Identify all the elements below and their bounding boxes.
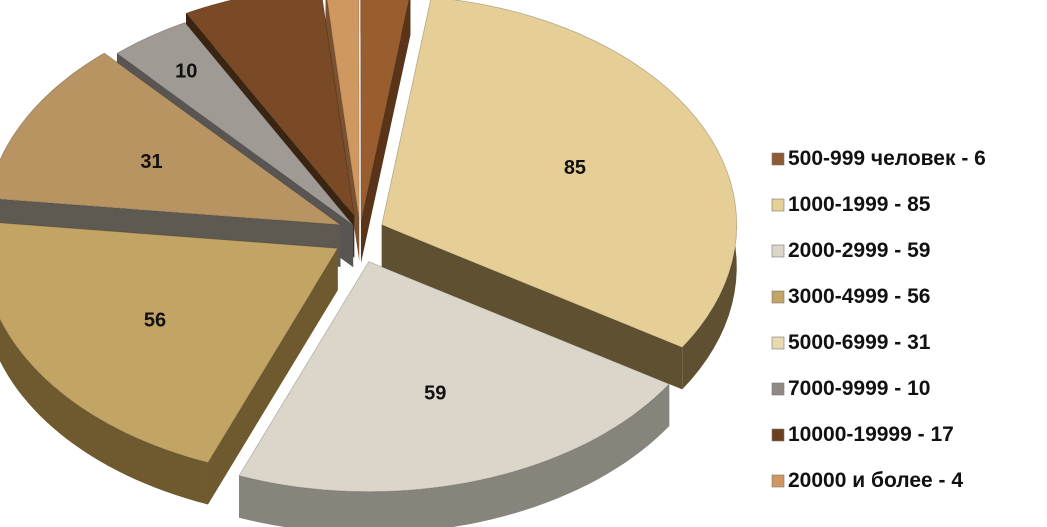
legend-label: 3000-4999 - 56 (788, 285, 930, 308)
legend-swatch (771, 382, 785, 396)
legend-label: 20000 и более - 4 (788, 469, 963, 492)
slice-side (0, 319, 208, 505)
data-label: 31 (140, 151, 162, 173)
pie-slices (0, 0, 738, 527)
data-label: 59 (424, 383, 446, 405)
pie-slice (360, 0, 411, 264)
data-label: 56 (144, 309, 166, 331)
slice-wall (360, 0, 411, 264)
slice-wall (381, 224, 683, 390)
slice-top (0, 52, 343, 226)
pie-data-labels: 85595631101746 (140, 61, 586, 405)
legend: 500-999 человек - 6 1000-1999 - 85 2000-29… (771, 147, 986, 492)
slice-wall (207, 248, 338, 505)
legend-label: 500-999 человек - 6 (788, 147, 986, 170)
legend-swatch (771, 290, 785, 304)
legend-label: 10000-19999 - 17 (788, 423, 954, 446)
pie-slice (381, 0, 738, 390)
slice-side (239, 384, 670, 527)
slice-top (185, 0, 355, 218)
slice-top (360, 0, 410, 222)
pie-slice (238, 260, 671, 527)
legend-swatch (771, 474, 785, 488)
slice-top (381, 0, 738, 348)
legend-swatch (771, 244, 785, 258)
data-label: 85 (564, 157, 586, 179)
pie-slice (0, 222, 339, 505)
slice-top (116, 22, 354, 226)
legend-label: 1000-1999 - 85 (788, 193, 931, 216)
legend-label: 7000-9999 - 10 (788, 377, 930, 400)
legend-label: 5000-6999 - 31 (788, 331, 931, 354)
slice-top (0, 222, 339, 464)
slice-top (238, 260, 671, 493)
legend-label: 2000-2999 - 59 (788, 239, 930, 262)
legend-swatch (771, 428, 785, 442)
data-label: 10 (175, 61, 197, 83)
legend-swatch (771, 152, 785, 166)
legend-swatch (771, 336, 785, 350)
legend-swatch (771, 198, 785, 212)
slice-top (326, 0, 360, 220)
